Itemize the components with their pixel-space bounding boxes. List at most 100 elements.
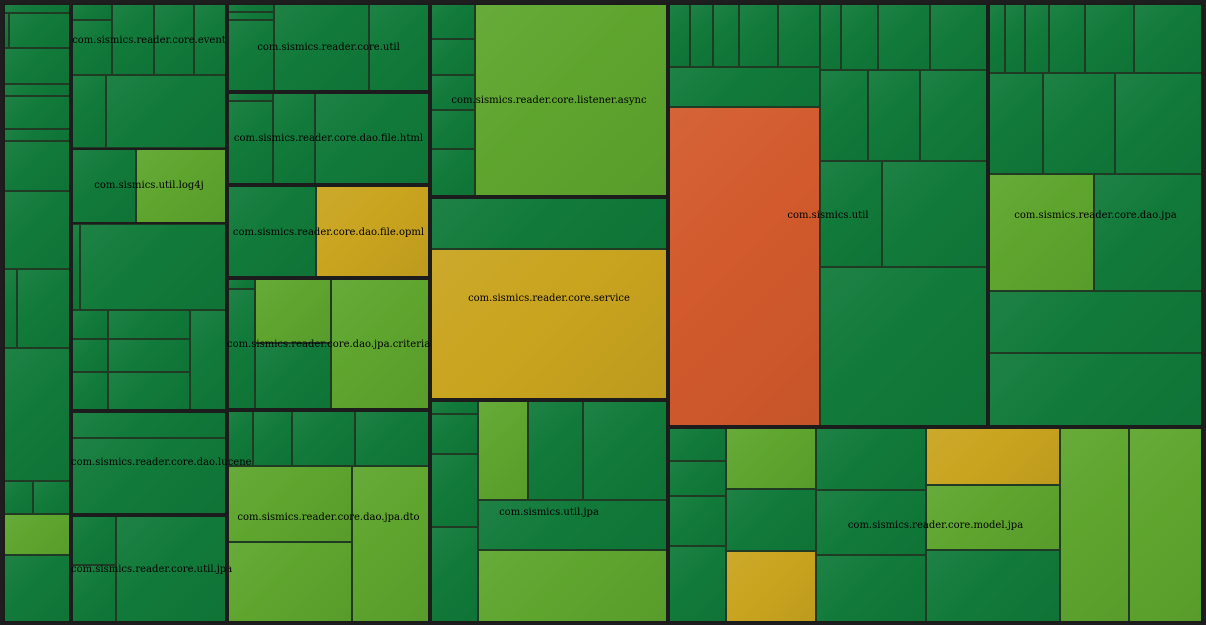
treemap-cell[interactable] (3, 269, 17, 348)
treemap-cell[interactable] (3, 84, 71, 96)
treemap-cell[interactable] (1115, 73, 1203, 174)
treemap-cell[interactable] (1025, 3, 1049, 73)
treemap-cell[interactable] (316, 185, 430, 278)
treemap-cell[interactable] (315, 92, 430, 185)
treemap-cell[interactable] (194, 3, 227, 75)
treemap-cell[interactable] (430, 414, 478, 454)
treemap-cell[interactable] (988, 3, 1005, 73)
treemap-cell[interactable] (430, 110, 475, 149)
treemap-cell[interactable] (690, 3, 713, 67)
treemap-cell[interactable] (227, 542, 352, 623)
treemap-cell[interactable] (930, 3, 988, 70)
treemap-cell[interactable] (71, 20, 112, 75)
treemap-cell[interactable] (352, 466, 430, 623)
treemap-cell[interactable] (3, 129, 71, 141)
treemap-cell[interactable] (668, 461, 726, 496)
treemap-cell[interactable] (227, 289, 255, 410)
treemap-cell[interactable] (778, 3, 820, 67)
treemap-cell[interactable] (227, 466, 352, 542)
treemap-cell[interactable] (71, 515, 116, 565)
treemap-cell[interactable] (190, 310, 227, 411)
treemap-cell[interactable] (882, 161, 988, 267)
treemap-cell[interactable] (816, 555, 926, 623)
treemap-cell[interactable] (80, 224, 227, 310)
treemap-cell[interactable] (1134, 3, 1203, 73)
treemap-cell[interactable] (9, 13, 71, 48)
treemap-cell[interactable] (478, 550, 668, 623)
treemap-cell[interactable] (926, 485, 1060, 550)
treemap-cell[interactable] (106, 75, 227, 148)
treemap-cell[interactable] (71, 310, 108, 339)
treemap-cell[interactable] (668, 67, 820, 107)
treemap-cell[interactable] (820, 267, 988, 427)
treemap-cell[interactable] (3, 555, 71, 623)
treemap-cell[interactable] (255, 278, 331, 343)
treemap-cell[interactable] (71, 438, 227, 515)
treemap-cell[interactable] (528, 400, 583, 500)
treemap-cell[interactable] (988, 291, 1203, 353)
treemap-cell[interactable] (820, 161, 882, 267)
treemap-cell[interactable] (926, 427, 1060, 485)
treemap-cell[interactable] (926, 550, 1060, 623)
treemap-cell[interactable] (1129, 427, 1203, 623)
treemap-cell[interactable] (154, 3, 194, 75)
treemap-cell[interactable] (292, 410, 355, 466)
treemap-cell[interactable] (1060, 427, 1129, 623)
treemap-cell[interactable] (1049, 3, 1085, 73)
treemap-cell[interactable] (726, 427, 816, 489)
treemap-cell[interactable] (868, 70, 920, 161)
treemap-cell[interactable] (841, 3, 878, 70)
treemap-cell[interactable] (17, 269, 71, 348)
treemap-cell[interactable] (227, 101, 273, 185)
treemap-cell[interactable] (71, 339, 108, 372)
treemap-cell[interactable] (1043, 73, 1115, 174)
treemap-cell[interactable] (1094, 174, 1203, 291)
treemap-cell[interactable] (227, 3, 274, 12)
treemap-cell[interactable] (430, 454, 478, 527)
treemap-cell[interactable] (1005, 3, 1025, 73)
treemap-cell[interactable] (726, 551, 816, 623)
treemap-cell[interactable] (3, 191, 71, 269)
treemap-cell[interactable] (227, 278, 255, 289)
treemap-cell[interactable] (253, 410, 292, 466)
treemap-cell[interactable] (478, 500, 668, 550)
treemap-cell[interactable] (430, 39, 475, 75)
treemap-cell[interactable] (726, 489, 816, 551)
treemap-cell[interactable] (475, 3, 668, 197)
treemap-cell[interactable] (71, 372, 108, 411)
treemap-cell[interactable] (3, 348, 71, 481)
treemap-cell[interactable] (988, 353, 1203, 427)
treemap-cell[interactable] (71, 148, 136, 224)
treemap-cell[interactable] (3, 141, 71, 191)
treemap-cell[interactable] (668, 107, 820, 427)
treemap-cell[interactable] (739, 3, 778, 67)
treemap-cell[interactable] (988, 73, 1043, 174)
treemap-cell[interactable] (3, 481, 33, 514)
treemap-cell[interactable] (430, 75, 475, 110)
treemap-cell[interactable] (71, 75, 106, 148)
treemap-cell[interactable] (369, 3, 430, 92)
treemap-cell[interactable] (33, 481, 71, 514)
treemap-cell[interactable] (430, 527, 478, 623)
treemap-cell[interactable] (3, 96, 71, 129)
treemap-cell[interactable] (430, 149, 475, 197)
treemap-cell[interactable] (255, 343, 331, 410)
treemap-cell[interactable] (478, 400, 528, 500)
treemap-cell[interactable] (227, 410, 253, 466)
treemap-cell[interactable] (878, 3, 930, 70)
treemap-cell[interactable] (430, 400, 478, 414)
treemap-cell[interactable] (274, 3, 369, 92)
treemap-cell[interactable] (136, 148, 227, 224)
treemap-cell[interactable] (430, 3, 475, 39)
treemap-cell[interactable] (1085, 3, 1134, 73)
treemap-cell[interactable] (988, 174, 1094, 291)
treemap-cell[interactable] (430, 249, 668, 400)
treemap-cell[interactable] (71, 3, 112, 20)
treemap-cell[interactable] (355, 410, 430, 466)
treemap-cell[interactable] (820, 3, 841, 70)
treemap-cell[interactable] (430, 197, 668, 249)
treemap-cell[interactable] (273, 92, 315, 185)
treemap-cell[interactable] (108, 339, 190, 372)
treemap-cell[interactable] (816, 490, 926, 555)
treemap-cell[interactable] (583, 400, 668, 500)
